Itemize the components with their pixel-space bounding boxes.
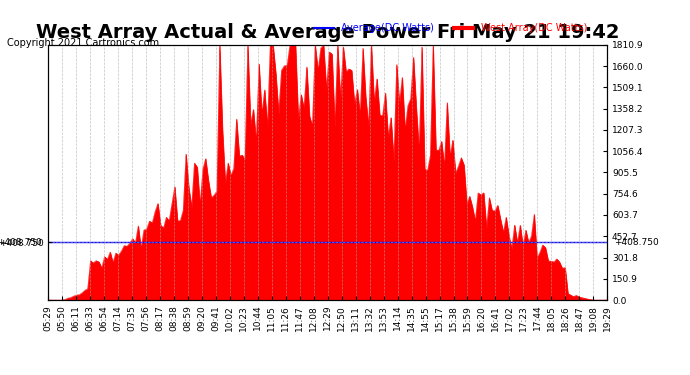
Legend: Average(DC Watts), West Array(DC Watts): Average(DC Watts), West Array(DC Watts) xyxy=(310,19,591,37)
Text: +408.750: +408.750 xyxy=(614,238,659,247)
Text: +408.750: +408.750 xyxy=(0,238,41,247)
Text: Copyright 2021 Cartronics.com: Copyright 2021 Cartronics.com xyxy=(7,38,159,48)
Title: West Array Actual & Average Power Fri May 21 19:42: West Array Actual & Average Power Fri Ma… xyxy=(36,23,620,42)
